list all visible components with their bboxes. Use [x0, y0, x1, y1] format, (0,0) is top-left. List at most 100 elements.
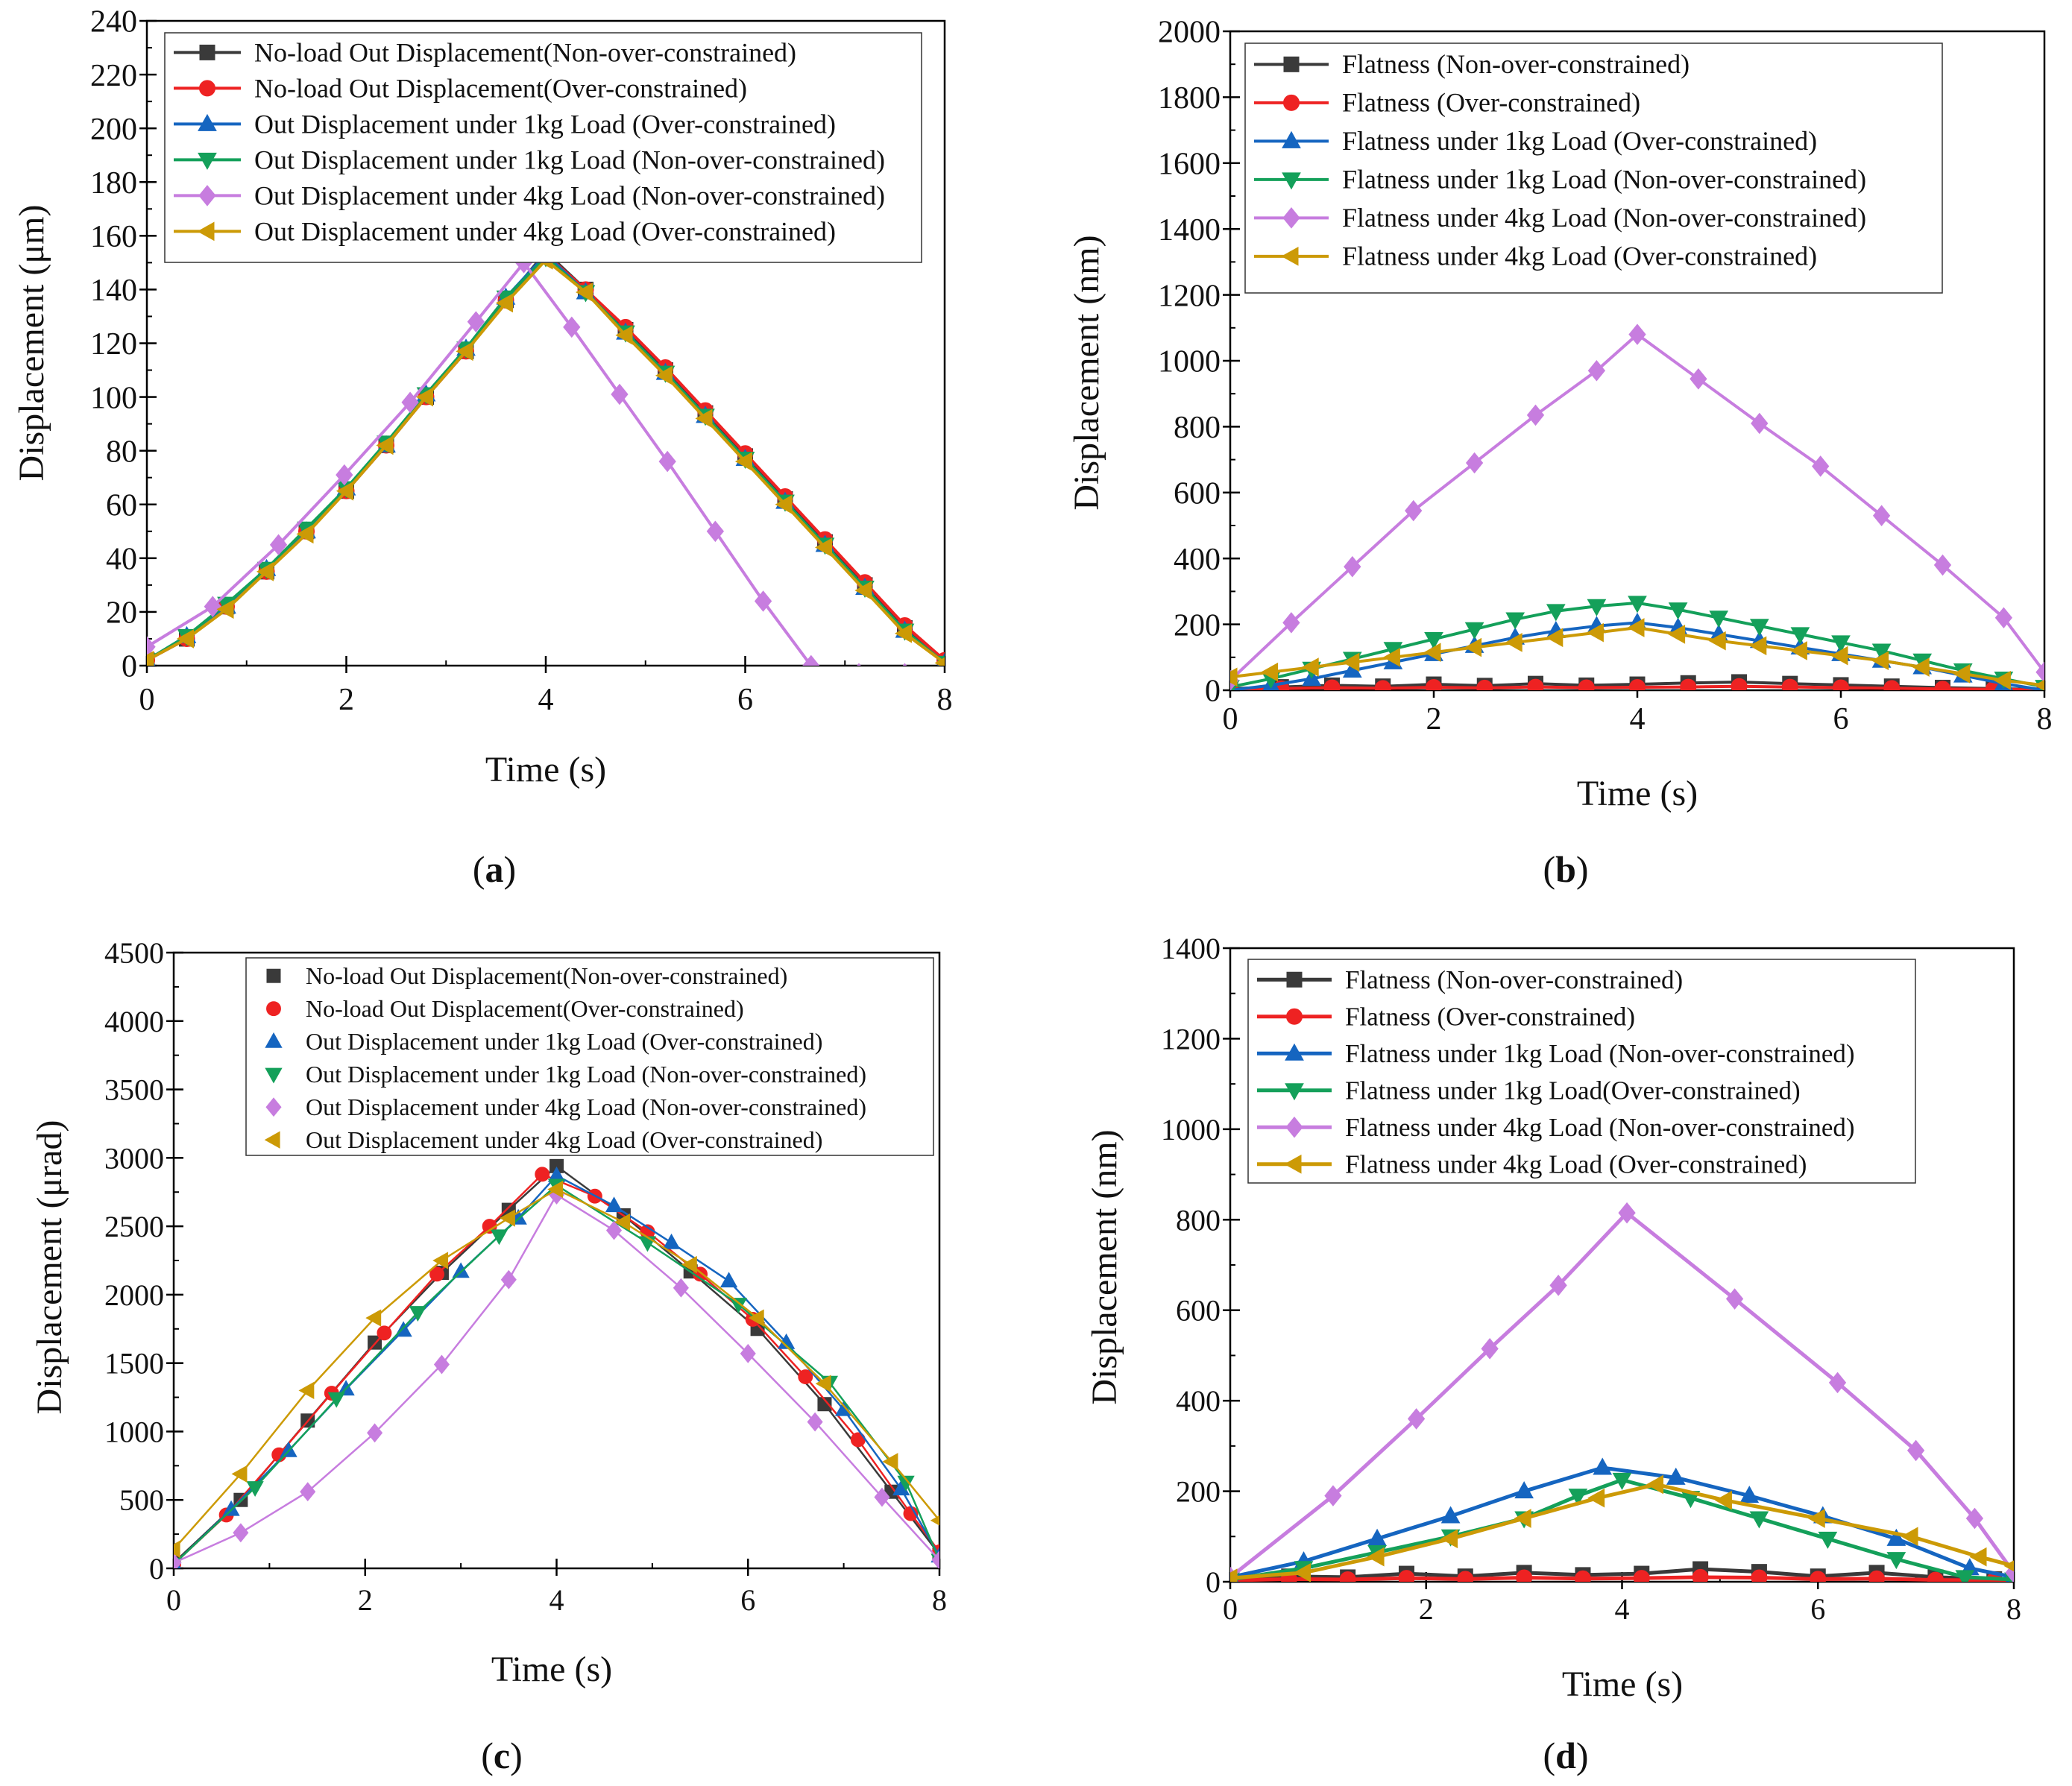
- data-point: [1261, 662, 1279, 682]
- legend-marker-4: [265, 1067, 283, 1084]
- y-tick-label: 2500: [104, 1210, 164, 1243]
- data-point: [1830, 646, 1848, 666]
- legend-marker-5: [1282, 207, 1300, 229]
- series-line-4: [174, 1184, 939, 1565]
- series-line-4: [147, 256, 945, 664]
- data-point: [147, 636, 156, 658]
- series-group: [1230, 1202, 2014, 1582]
- legend-label-4: Flatness under 1kg Load(Over-constrained…: [1345, 1076, 1801, 1105]
- data-point: [575, 283, 593, 302]
- data-point: [432, 1252, 449, 1269]
- data-point: [490, 1229, 508, 1246]
- data-point: [681, 1255, 697, 1274]
- legend-marker-6: [197, 221, 215, 242]
- y-tick-label: 1500: [104, 1347, 164, 1380]
- data-point: [500, 1209, 515, 1227]
- y-tick-label: 180: [90, 166, 137, 201]
- data-point: [1549, 1275, 1567, 1296]
- data-point: [673, 1278, 689, 1298]
- y-axis-label: Displacement (μrad): [30, 1120, 69, 1415]
- data-point: [456, 341, 473, 362]
- legend-marker-2: [1286, 1008, 1303, 1025]
- y-tick-label: 200: [1174, 608, 1221, 643]
- data-point: [231, 1465, 248, 1483]
- data-point: [1374, 680, 1391, 690]
- data-point: [1618, 1202, 1636, 1224]
- data-point: [216, 599, 234, 619]
- panel-label: (b): [1543, 848, 1588, 890]
- y-tick-label: 200: [1176, 1475, 1221, 1509]
- y-tick-label: 200: [90, 113, 137, 147]
- data-point: [854, 581, 872, 600]
- data-point: [655, 365, 673, 385]
- data-point: [1324, 1485, 1342, 1506]
- data-point: [174, 1553, 182, 1568]
- data-point: [1969, 1547, 1987, 1567]
- series-line-6: [1230, 1482, 2014, 1580]
- data-point: [1807, 1509, 1825, 1528]
- data-point: [1828, 1372, 1847, 1394]
- series-group: [174, 1158, 939, 1568]
- data-point: [1230, 667, 1238, 687]
- y-tick-label: 0: [1206, 1565, 1221, 1599]
- data-point: [246, 1481, 264, 1497]
- data-point: [256, 562, 274, 581]
- data-point: [376, 435, 394, 455]
- x-axis-label: Time (s): [491, 1650, 612, 1689]
- data-point: [1440, 1529, 1458, 1549]
- legend-label-1: Flatness (Non-over-constrained): [1345, 965, 1683, 994]
- legend-label-4: Out Displacement under 1kg Load (Non-ove…: [254, 145, 885, 174]
- y-tick-label: 240: [90, 5, 137, 40]
- x-tick-label: 6: [1810, 1592, 1825, 1626]
- data-point: [1423, 643, 1441, 663]
- data-point: [280, 1441, 297, 1457]
- data-point: [1367, 1547, 1385, 1567]
- x-tick-label: 2: [338, 683, 354, 717]
- chart-panel-d: 0 200 400 600 800 1000 1200 1400 0 2 4 6 8 Time (s) Di…: [1085, 932, 2021, 1776]
- legend-marker-2: [1283, 94, 1300, 111]
- data-point: [874, 1487, 890, 1507]
- x-tick-label: 0: [1223, 702, 1238, 736]
- x-tick-label: 8: [937, 683, 953, 717]
- y-tick-label: 800: [1176, 1203, 1221, 1237]
- data-point: [298, 1381, 315, 1400]
- panel-label: (a): [473, 848, 516, 890]
- data-point: [706, 520, 725, 543]
- data-point: [433, 1354, 450, 1375]
- data-point: [882, 1453, 898, 1471]
- x-tick-label: 4: [550, 1583, 564, 1617]
- data-point: [415, 387, 433, 407]
- data-point: [934, 657, 945, 666]
- y-tick-label: 160: [90, 220, 137, 254]
- data-point: [2035, 661, 2044, 683]
- data-point: [269, 534, 288, 556]
- data-point: [1886, 1528, 1906, 1546]
- data-point: [467, 311, 485, 332]
- y-tick-label: 40: [106, 543, 137, 577]
- data-point: [1464, 637, 1482, 657]
- data-point: [1749, 636, 1767, 656]
- y-tick-label: 1800: [1158, 81, 1221, 116]
- series-line-3: [174, 1174, 939, 1565]
- data-point: [147, 650, 154, 666]
- legend-box: [164, 32, 922, 263]
- data-point: [1872, 505, 1891, 527]
- legend-label-2: No-load Out Displacement(Over-constraine…: [254, 73, 747, 103]
- legend-marker-1: [266, 968, 281, 983]
- data-point: [605, 1220, 623, 1240]
- data-point: [1344, 555, 1361, 578]
- data-point: [1714, 1490, 1732, 1510]
- data-point: [1514, 1509, 1531, 1528]
- data-point: [1457, 1571, 1474, 1582]
- data-point: [1953, 664, 1971, 684]
- legend-box: [1244, 42, 1943, 294]
- data-point: [1505, 612, 1525, 630]
- data-point: [754, 590, 772, 612]
- y-tick-label: 1000: [104, 1415, 164, 1448]
- legend-label-3: Out Displacement under 1kg Load (Over-co…: [254, 109, 836, 139]
- legend-label-3: Flatness under 1kg Load (Non-over-constr…: [1345, 1039, 1855, 1068]
- legend-marker-6: [264, 1131, 280, 1149]
- data-point: [1586, 622, 1604, 643]
- legend-marker-3: [198, 113, 217, 131]
- data-point: [1382, 647, 1400, 667]
